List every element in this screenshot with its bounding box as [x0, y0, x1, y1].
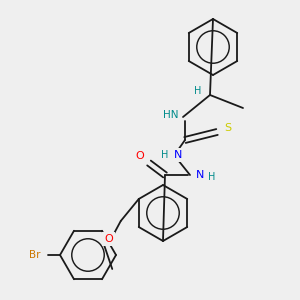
Text: N: N	[196, 170, 204, 180]
Text: S: S	[224, 123, 232, 133]
Text: HN: HN	[163, 110, 179, 120]
Text: H: H	[194, 86, 202, 96]
Text: H: H	[208, 172, 216, 182]
Text: N: N	[174, 150, 182, 160]
Text: O: O	[104, 234, 113, 244]
Text: Br: Br	[29, 250, 41, 260]
Text: H: H	[161, 150, 169, 160]
Text: O: O	[136, 151, 144, 161]
